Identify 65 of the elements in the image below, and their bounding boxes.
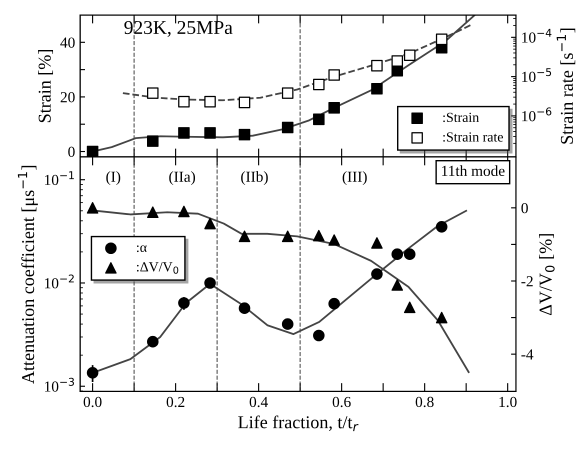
- point: [313, 78, 325, 90]
- y-tick-label: 10$^{−1}$: [45, 171, 74, 186]
- legend-label: :α: [136, 245, 147, 252]
- point: [147, 336, 159, 348]
- point: [178, 96, 190, 108]
- y2-axis-title: ΔV/V$_{0}$ [%]: [539, 234, 555, 316]
- point: [391, 248, 404, 260]
- point: [204, 127, 216, 139]
- y-axis-title: Strain [%]: [38, 50, 54, 122]
- point: [404, 49, 416, 62]
- point: [436, 221, 448, 233]
- annotation: 923K, 25MPa: [124, 21, 233, 37]
- y-tick-label: 0: [68, 146, 75, 157]
- point: [328, 69, 340, 81]
- point: [371, 82, 383, 94]
- annotation: 11th mode: [442, 165, 505, 176]
- point: [238, 302, 250, 314]
- annotation: (III): [342, 171, 367, 186]
- point: [238, 96, 250, 108]
- y-tick-label: 40: [60, 37, 75, 48]
- point: [313, 114, 325, 126]
- point: [313, 330, 325, 342]
- point: [147, 135, 159, 147]
- point: [238, 128, 250, 140]
- x-tick-label: 1.0: [499, 396, 517, 408]
- y2-tick-label: 10$^{−4}$: [522, 28, 552, 43]
- point: [204, 96, 216, 108]
- x-tick-label: 0.0: [84, 396, 102, 408]
- point: [282, 122, 294, 134]
- point: [178, 127, 190, 139]
- annotation: (IIa): [169, 171, 196, 186]
- point: [328, 102, 340, 114]
- y2-tick-label: 0: [521, 202, 528, 214]
- x-axis-title: Life fraction, t/t$_{r}$: [238, 415, 358, 432]
- y-tick-label: 10$^{−3}$: [45, 378, 74, 392]
- point: [147, 87, 159, 99]
- point: [391, 55, 404, 67]
- point: [86, 146, 98, 157]
- point: [86, 367, 98, 379]
- point: [282, 87, 294, 99]
- y-tick-label: 10$^{−2}$: [45, 274, 74, 288]
- point: [404, 248, 416, 260]
- legend-label: :Strain rate: [443, 132, 503, 142]
- y2-axis-title: Strain rate [s$^{−1}$]: [556, 28, 576, 144]
- point: [371, 268, 383, 280]
- y2-tick-label: -4: [521, 349, 534, 360]
- x-tick-label: 0.8: [416, 396, 434, 408]
- y2-tick-label: 10$^{−6}$: [522, 107, 552, 122]
- point: [371, 60, 383, 72]
- legend-label: :ΔV/V$_{0}$: [136, 262, 178, 274]
- annotation: (I): [106, 171, 120, 186]
- point: [282, 318, 294, 330]
- x-tick-label: 0.6: [332, 396, 351, 408]
- legend-label: :Strain: [443, 112, 479, 122]
- y-tick-label: 20: [60, 92, 75, 102]
- y2-tick-label: -2: [521, 276, 533, 286]
- point: [436, 34, 448, 46]
- annotation: (IIb): [241, 171, 268, 186]
- point: [204, 277, 216, 289]
- point: [328, 298, 340, 310]
- x-tick-label: 0.2: [166, 396, 184, 408]
- y-axis-title: Attenuation coefficient [μs$^{−1}$]: [18, 166, 38, 384]
- x-tick-label: 0.4: [250, 396, 268, 408]
- y2-tick-label: 10$^{−5}$: [522, 68, 552, 82]
- point: [178, 297, 190, 309]
